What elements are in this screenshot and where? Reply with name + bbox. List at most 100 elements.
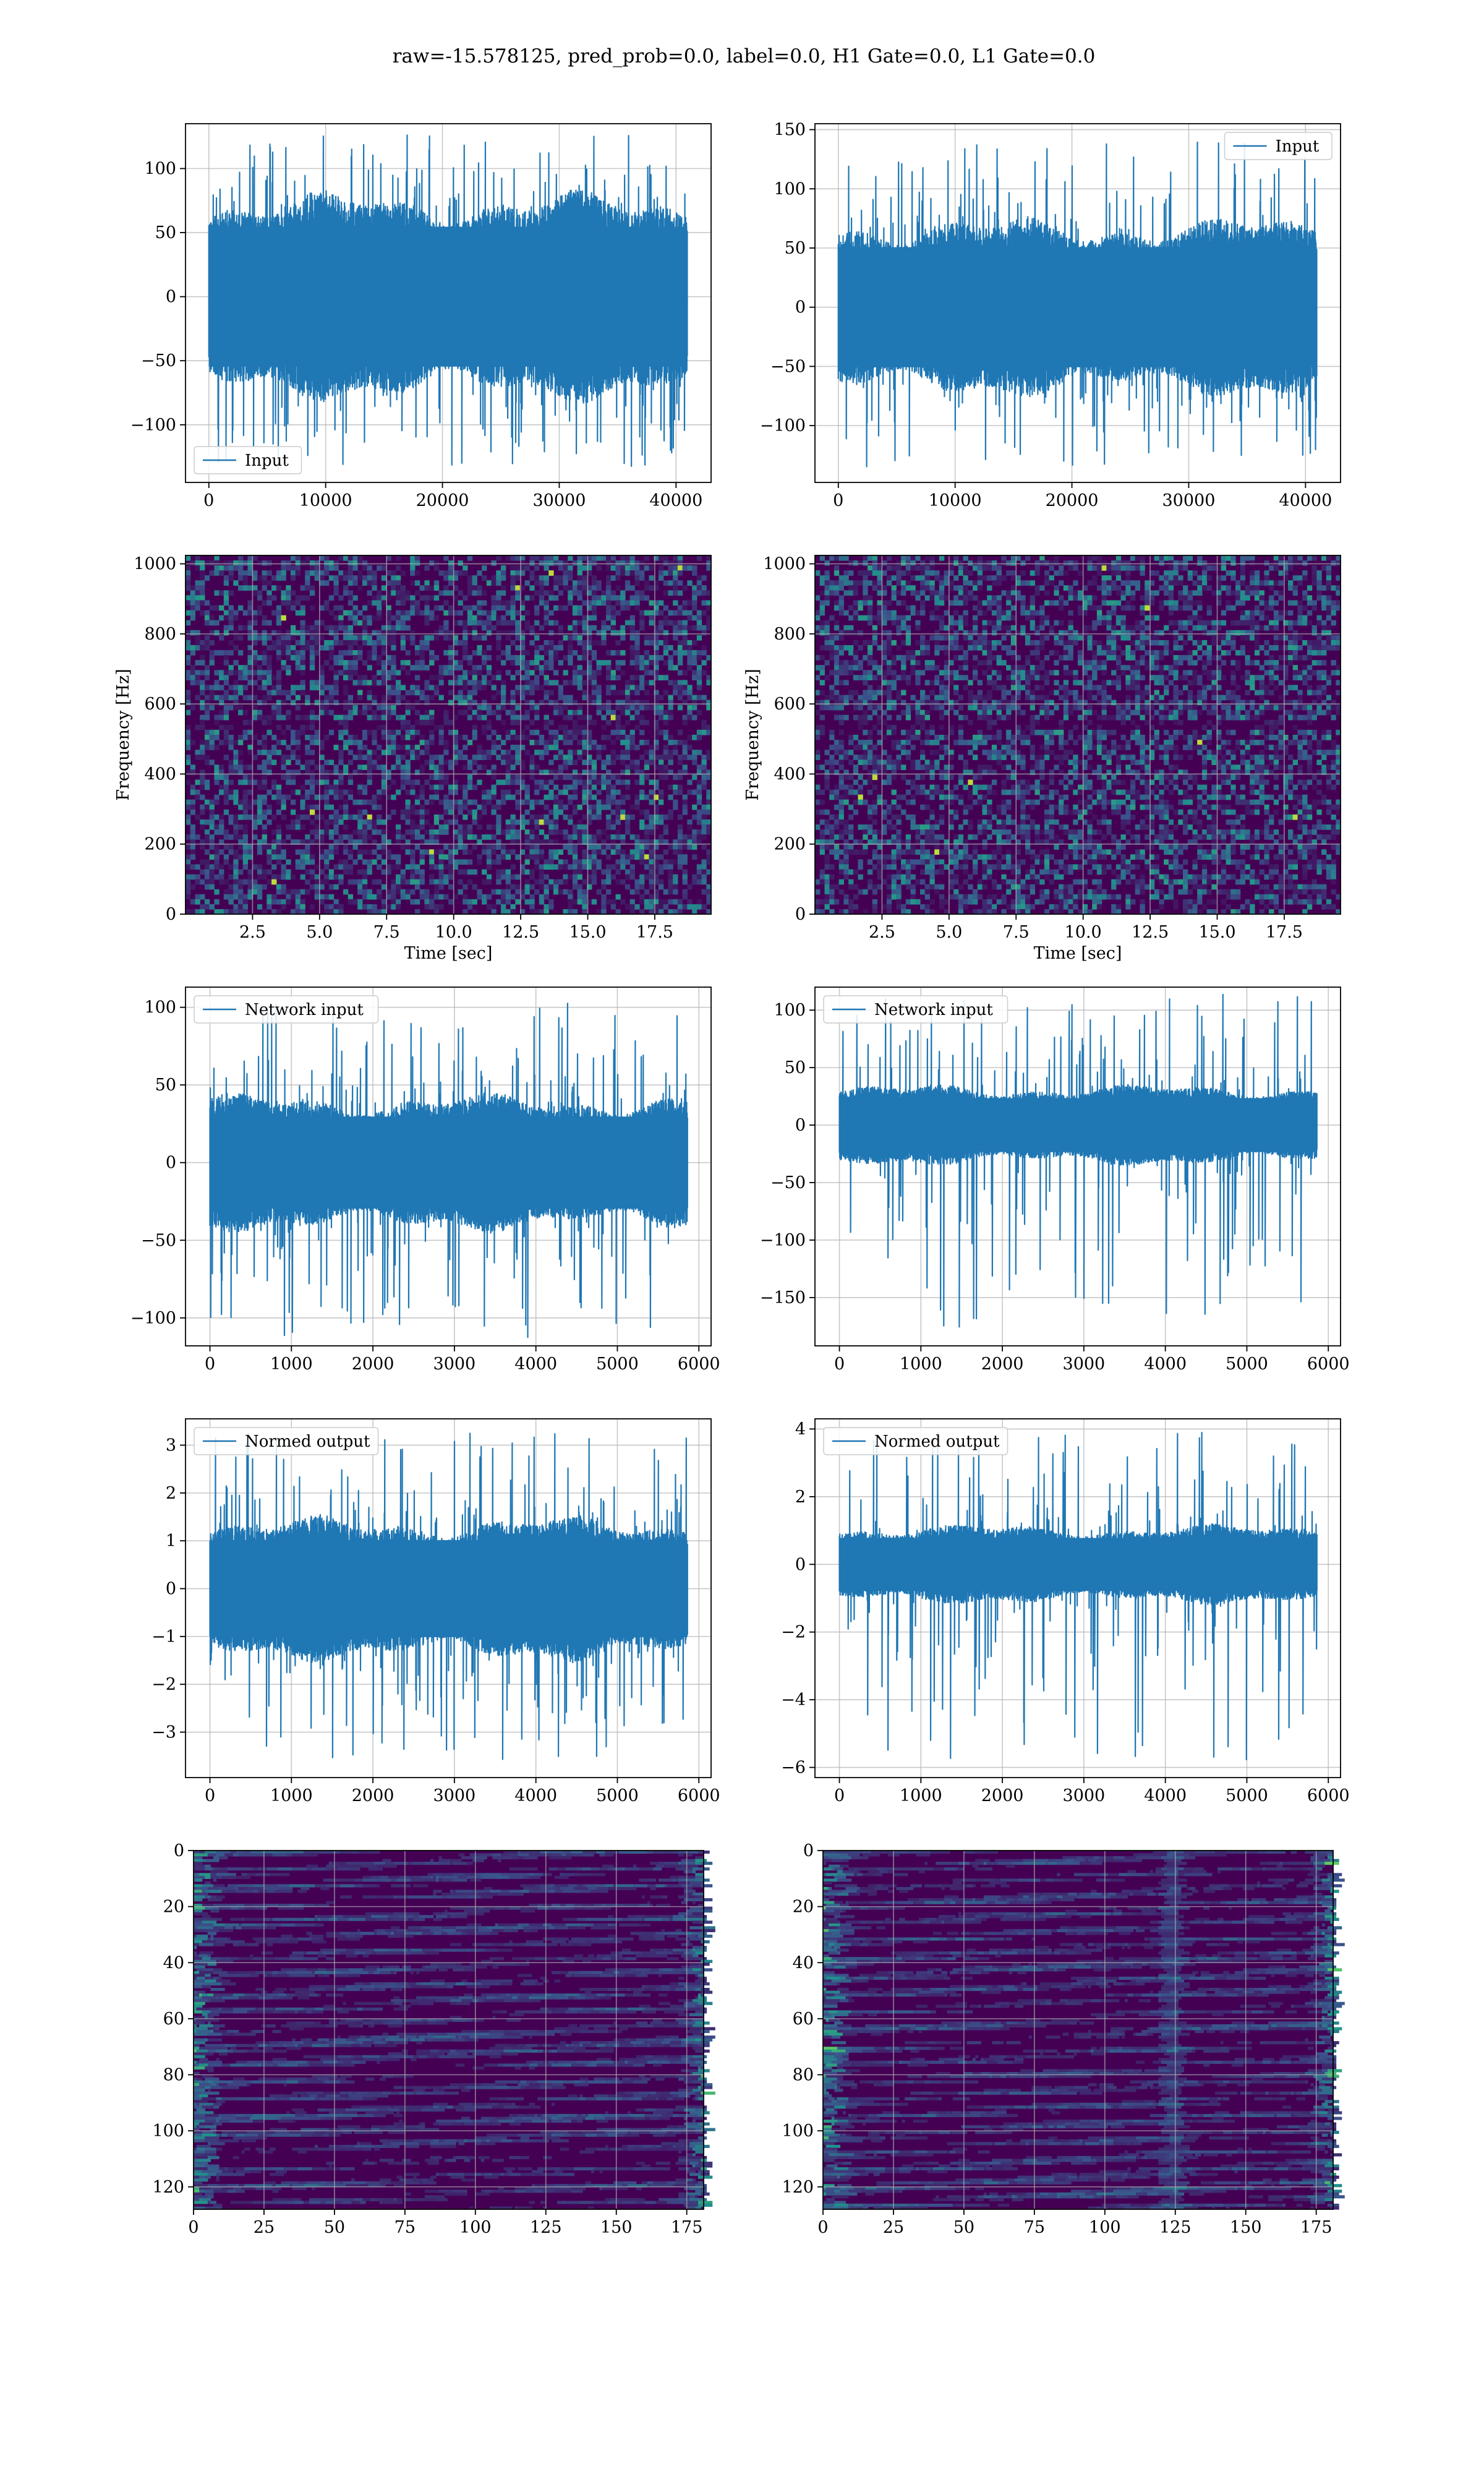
p0-ytick-label-2: 0 [166,288,176,307]
p7-xtick-label-6: 6000 [1307,1786,1350,1805]
p6-ytick-label-6: 3 [166,1436,176,1455]
p5-xtick-label-5: 5000 [1226,1355,1268,1374]
p0-xtick-label-2: 20000 [416,491,469,510]
p7-ytick-label-4: 2 [795,1487,806,1507]
p5-legend-label: Network input [874,1001,993,1019]
p0-frame [185,123,712,483]
p2-xtick-label-5: 15.0 [569,923,606,942]
p2-ytick-label-0: 0 [166,905,176,924]
p9-ytick-label-2: 40 [793,1953,814,1972]
p7-xtick-label-3: 3000 [1063,1786,1106,1805]
p8-xtick-label-5: 125 [530,2218,562,2237]
p5-ytick-label-3: 0 [795,1116,806,1135]
p7-legend-box [823,1427,1009,1455]
p4-legend-label: Network input [245,1001,364,1019]
p4-ytick-label-0: −100 [130,1309,176,1328]
subplot-p7: Normed output 0 1000 2000 3000 4000 5000 6000 −6… [781,1418,1350,1805]
p5-series-line [838,993,1318,1328]
subplot-p1: Input 0 10000 20000 30000 40000 −100 −50 0 50 100 1… [760,121,1341,510]
p6-xtick-label-3: 3000 [433,1786,476,1805]
p3-xlabel: Time [sec] [1034,944,1122,963]
p9-ytick-label-6: 120 [782,2178,814,2197]
p3-xtick-label-0: 2.5 [869,923,895,942]
p2-xtick-label-3: 10.0 [435,923,472,942]
p4-ytick-label-4: 100 [144,998,176,1017]
p5-xtick-label-3: 3000 [1063,1355,1106,1374]
p2-ytick-label-1: 200 [144,835,176,854]
p8-ytick-label-4: 80 [163,2066,184,2085]
p7-ytick-label-1: −4 [781,1690,806,1710]
p0-ytick-label-1: −50 [141,351,176,370]
p8-ytick-label-1: 20 [163,1898,184,1917]
p9-frame [822,1850,1334,2210]
p3-ytick-label-0: 0 [795,905,806,924]
p8-xtick-label-3: 75 [394,2218,416,2237]
p1-ytick-label-2: 0 [795,298,806,317]
p9-xtick-label-3: 75 [1024,2218,1045,2237]
p8-xtick-label-6: 150 [600,2218,633,2237]
p5-xtick-label-6: 6000 [1307,1355,1350,1374]
p9-xtick-label-2: 50 [953,2218,974,2237]
p6-xtick-label-6: 6000 [678,1786,720,1805]
p8-heat-cells [194,1851,715,2210]
p0-xtick-label-1: 10000 [299,491,352,510]
p6-xtick-label-5: 5000 [596,1786,639,1805]
p3-frame [814,555,1341,915]
p0-ytick-label-4: 100 [144,160,176,179]
p4-ytick-label-1: −50 [141,1231,176,1250]
p6-ytick-label-5: 2 [166,1484,176,1503]
p7-xtick-label-5: 5000 [1226,1786,1268,1805]
p1-series-core [838,247,1317,367]
p5-ytick-label-1: −100 [760,1231,806,1250]
p2-ytick-label-3: 600 [144,695,176,714]
subplot-p9: 0 25 50 75 100 125 150 175 0 20 40 60 80 100 120 [782,1841,1345,2237]
p3-ytick-label-4: 800 [774,625,806,644]
p6-frame [185,1418,712,1778]
p9-xtick-label-6: 150 [1230,2218,1262,2237]
p5-ytick-label-2: −50 [770,1173,806,1192]
p1-xtick-label-4: 40000 [1279,491,1332,510]
p3-ytick-label-3: 600 [774,695,806,714]
p1-legend-label: Input [1276,137,1320,156]
p9-ytick-label-0: 0 [803,1841,814,1860]
p6-ytick-label-1: −2 [151,1675,176,1694]
p7-ytick-label-2: −2 [781,1623,806,1642]
subplot-p8: 0 25 50 75 100 125 150 175 0 20 40 60 80 100 120 [152,1841,715,2237]
p4-xtick-label-4: 4000 [514,1355,557,1374]
p7-legend: Normed output [823,1427,1009,1455]
p6-xtick-label-1: 1000 [270,1786,313,1805]
p8-ytick-label-2: 40 [163,1953,184,1972]
p6-ytick-label-2: −1 [151,1627,176,1646]
p0-ytick-label-3: 50 [155,223,176,242]
p4-legend: Network input [194,995,379,1024]
p5-frame [814,987,1341,1346]
p9-xtick-label-7: 175 [1300,2218,1333,2237]
p5-ytick-label-0: −150 [760,1288,806,1308]
p1-xtick-label-0: 0 [833,491,843,510]
figure-suptitle: raw=-15.578125, pred_prob=0.0, label=0.0… [393,45,1096,67]
p8-xtick-label-4: 100 [459,2218,492,2237]
p7-series-line [838,1431,1318,1761]
p4-xtick-label-1: 1000 [270,1355,313,1374]
p2-xtick-label-0: 2.5 [239,923,266,942]
p1-legend-box [1224,132,1333,160]
p0-legend-box [194,446,302,474]
p0-xtick-label-4: 40000 [649,491,702,510]
p2-ytick-label-5: 1000 [134,555,176,574]
p2-ytick-label-4: 800 [144,625,176,644]
p4-series-core [210,1116,688,1209]
p1-ytick-label-3: 50 [785,239,806,258]
p7-frame [814,1418,1341,1778]
p4-xtick-label-3: 3000 [433,1355,476,1374]
p2-frame [185,555,712,915]
p7-ytick-label-3: 0 [795,1555,806,1574]
p0-legend-label: Input [245,452,289,470]
p7-xtick-label-2: 2000 [981,1786,1024,1805]
p8-xtick-label-1: 25 [254,2218,275,2237]
p3-xtick-label-2: 7.5 [1003,923,1030,942]
p0-ytick-label-0: −100 [130,416,176,435]
p5-xtick-label-2: 2000 [981,1355,1024,1374]
p5-series-core [839,1098,1317,1152]
